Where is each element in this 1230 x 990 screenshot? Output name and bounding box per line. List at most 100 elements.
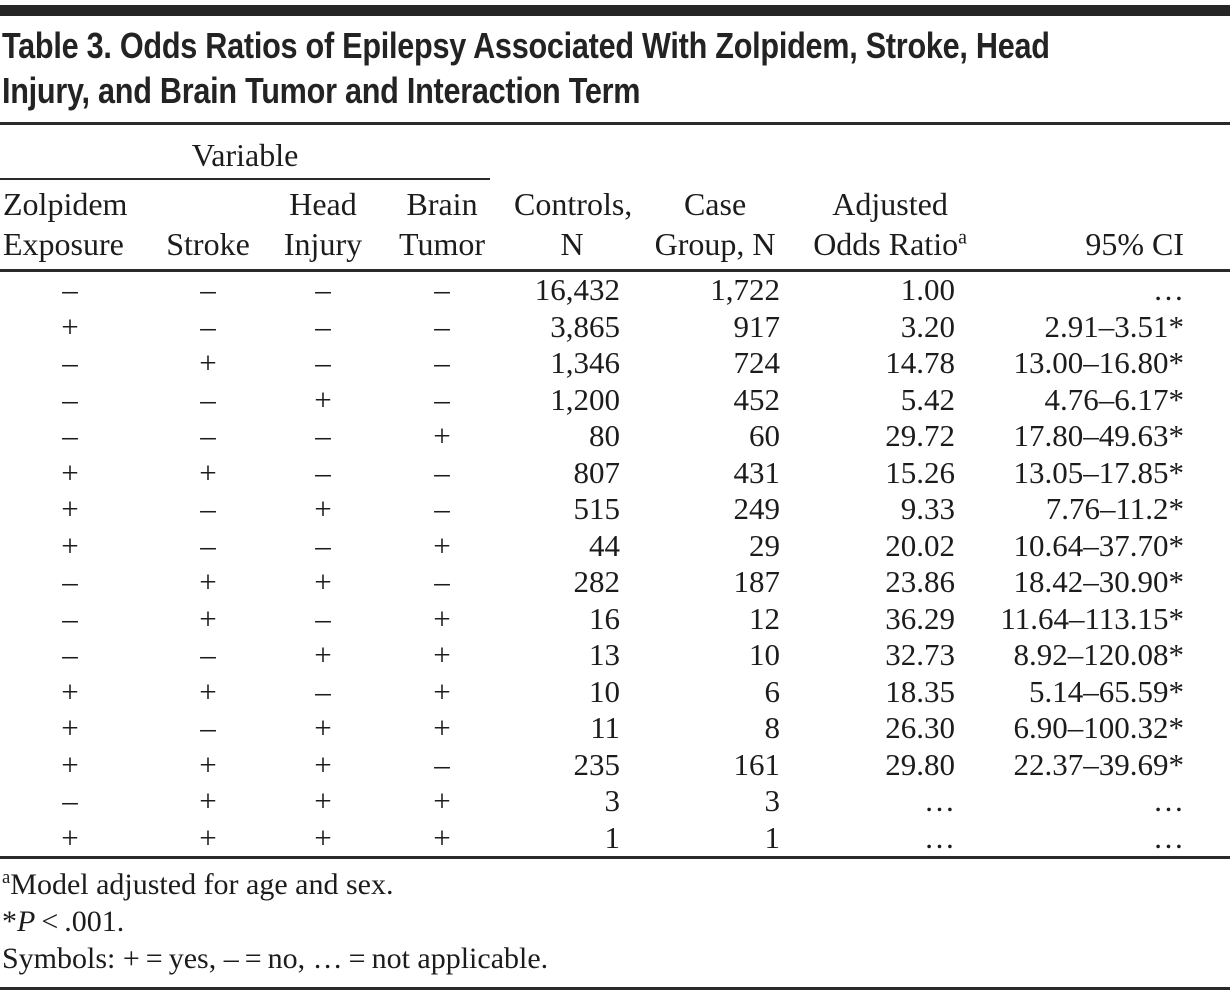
cell: 8 (764, 710, 781, 746)
cell: + (314, 819, 332, 855)
cell: + (61, 673, 79, 709)
cell: + (61, 527, 79, 563)
cell: 282 (573, 564, 621, 600)
footnote-symbols: Symbols: + = yes, – = no, … = not applic… (2, 942, 549, 975)
cell: 18.35 (885, 673, 956, 709)
cell: … (1153, 819, 1185, 855)
col-header-stroke: Stroke (140, 180, 276, 272)
cell: 7.76–11.2* (1045, 491, 1185, 527)
cell: – (315, 272, 331, 308)
cell: 10.64–37.70* (1013, 527, 1185, 563)
table-row: + + – – 807 431 15.26 13.05–17.85* (0, 455, 1230, 492)
cell: 15.26 (885, 454, 956, 490)
cell: 8.92–120.08* (1013, 637, 1185, 673)
cell: 18.42–30.90* (1013, 564, 1185, 600)
spanner-row-spacer (514, 125, 1230, 180)
cell: 17.80–49.63* (1013, 418, 1185, 454)
cell: 161 (733, 746, 781, 782)
cell: … (1153, 272, 1185, 308)
cell: 29 (749, 527, 781, 563)
top-rule (0, 5, 1230, 16)
table-row: – – – +80 60 29.72 17.80–49.63* (0, 418, 1230, 455)
cell: 60 (749, 418, 781, 454)
cell: 3 (604, 783, 621, 819)
cell: 11 (590, 710, 621, 746)
cell: + (314, 746, 332, 782)
cell: 22.37–39.69* (1013, 746, 1185, 782)
cell: + (433, 783, 451, 819)
cell: 5.14–65.59* (1029, 673, 1185, 709)
cell: 12 (749, 600, 781, 636)
cell: 14.78 (885, 345, 956, 381)
cell: 5.42 (900, 381, 956, 417)
cell: 11.64–113.15* (1000, 600, 1185, 636)
footnotes: aModel adjusted for age and sex. *P < .0… (0, 859, 1230, 990)
table-row: + – + +11 8 26.30 6.90–100.32* (0, 710, 1230, 747)
cell: + (314, 564, 332, 600)
col-header-95-ci: 95% CI (980, 180, 1230, 272)
cell: + (61, 746, 79, 782)
cell: 44 (589, 527, 621, 563)
odds-ratio-table: Variable Zolpidem Exposure Stroke Head I… (0, 125, 1230, 859)
cell: – (200, 527, 216, 563)
cell: 1,346 (550, 345, 621, 381)
cell: 1 (764, 819, 781, 855)
table-row: – + + +3 3…… (0, 783, 1230, 820)
cell: 13.00–16.80* (1013, 345, 1185, 381)
cell: 452 (733, 381, 781, 417)
cell: – (434, 491, 450, 527)
cell: – (62, 418, 78, 454)
cell: – (434, 454, 450, 490)
table-row: – – – –16,432 1,722 1.00… (0, 271, 1230, 309)
cell: – (62, 564, 78, 600)
cell: 36.29 (885, 600, 956, 636)
cell: 515 (573, 491, 621, 527)
cell: – (200, 491, 216, 527)
cell: + (433, 600, 451, 636)
table-row: + + – +10 6 18.35 5.14–65.59* (0, 674, 1230, 711)
table-row: + – – +44 29 20.02 10.64–37.70* (0, 528, 1230, 565)
cell: 3 (764, 783, 781, 819)
table-title: Table 3. Odds Ratios of Epilepsy Associa… (2, 23, 1230, 113)
cell: + (61, 819, 79, 855)
cell: + (199, 746, 217, 782)
column-header-row: Zolpidem Exposure Stroke Head Injury Bra… (0, 180, 1230, 272)
cell: 2.91–3.51* (1044, 308, 1185, 344)
cell: + (433, 819, 451, 855)
cell: 6 (764, 673, 781, 709)
cell: … (924, 783, 956, 819)
cell: – (200, 272, 216, 308)
cell: 10 (749, 637, 781, 673)
cell: 724 (733, 345, 781, 381)
cell: 29.80 (885, 746, 956, 782)
cell: 3.20 (900, 308, 956, 344)
table-row: + + + – 235 161 29.80 22.37–39.69* (0, 747, 1230, 784)
cell: – (62, 381, 78, 417)
cell: – (315, 527, 331, 563)
cell: + (433, 710, 451, 746)
cell: – (200, 710, 216, 746)
cell: + (433, 527, 451, 563)
cell: 187 (733, 564, 781, 600)
col-header-adjusted-odds-ratio: Adjusted Odds Ratioa (800, 180, 981, 272)
cell: – (434, 564, 450, 600)
paper-table-page: Table 3. Odds Ratios of Epilepsy Associa… (0, 5, 1230, 990)
cell: – (62, 345, 78, 381)
table-row: + – – – 3,865 917 3.20 2.91–3.51* (0, 309, 1230, 346)
footnote-star-marker: * (2, 905, 17, 938)
cell: 4.76–6.17* (1044, 381, 1185, 417)
cell: 29.72 (885, 418, 956, 454)
table-body: – – – –16,432 1,722 1.00… + – – –3,865 917 3.20 2.91… (0, 271, 1230, 858)
cell: + (61, 710, 79, 746)
table-title-line2: Injury, and Brain Tumor and Interaction … (2, 70, 641, 111)
cell: 1.00 (900, 272, 956, 308)
footnote-pvalue: *P < .001. (2, 905, 125, 938)
cell: + (199, 600, 217, 636)
table-row: – + – +16 12 36.29 11.64–113.15* (0, 601, 1230, 638)
table-row: + – + – 515 249 9.33 7.76–11.2* (0, 491, 1230, 528)
cell: 10 (589, 673, 621, 709)
cell: – (200, 308, 216, 344)
cell: + (433, 673, 451, 709)
cell: – (200, 381, 216, 417)
cell: – (200, 418, 216, 454)
